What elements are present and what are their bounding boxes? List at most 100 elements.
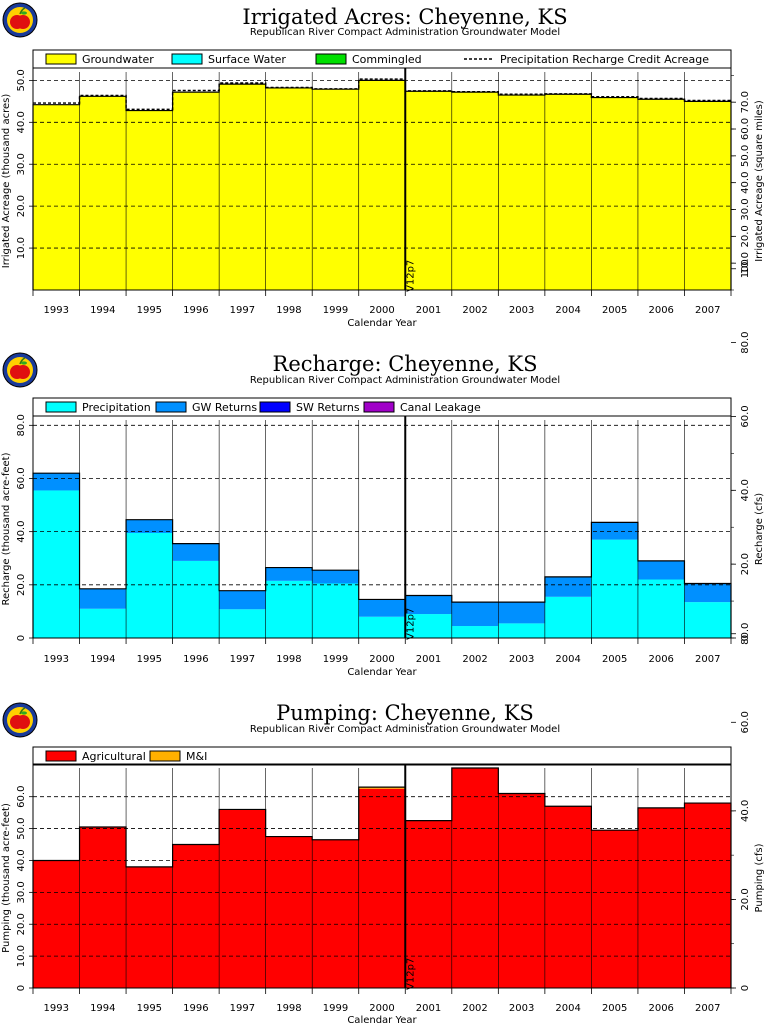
y-tick-label: 30.0 [16,153,27,175]
legend-label: Precipitation [82,401,151,414]
apple-right [16,365,30,379]
apple-leaf [21,711,27,715]
x-tick-label: 2002 [462,1003,487,1014]
x-tick-label: 2003 [509,1003,534,1014]
bar-groundwater [33,104,80,290]
x-tick-label: 1997 [230,1003,255,1014]
y2-tick-label: 20.0 [740,553,751,575]
x-tick-label: 1996 [183,305,208,316]
x-tick-label: 2004 [555,1003,580,1014]
x-tick-label: 1994 [90,654,115,665]
x-tick-label: 2003 [509,305,534,316]
bar-groundwater [637,99,685,290]
x-tick-label: 2001 [416,305,441,316]
bar-precipitation [33,490,80,638]
bar-agricultural [126,866,173,988]
x-tick-label: 2006 [648,654,673,665]
bar-groundwater [358,80,406,290]
y-tick-label: 20.0 [16,574,27,596]
legend-label: Commingled [352,53,422,66]
version-marker-label: V12p7 [405,608,416,640]
bar-groundwater [265,87,313,290]
bar-precipitation [591,539,638,638]
y2-tick-label: 0 [740,635,751,641]
y2-tick-label: 20.0 [740,225,751,247]
legend-swatch [363,401,395,413]
bar-groundwater [219,84,266,291]
y2-tick-label: 70.0 [740,91,751,113]
bar-gw-returns [33,473,80,491]
x-tick-label: 2002 [462,305,487,316]
apple-stem [19,7,26,15]
bar-agricultural [498,793,545,988]
bar-m-i [358,787,406,789]
bar-gw-returns [265,567,313,581]
x-tick-label: 2007 [695,1003,720,1014]
bar-groundwater [312,89,359,290]
y-tick-label: 20.0 [16,913,27,935]
bar-precipitation [684,602,731,638]
legend-swatch [149,750,181,762]
legend-label: M&I [186,750,207,763]
x-tick-label: 1999 [323,654,348,665]
x-tick-label: 2007 [695,305,720,316]
x-tick-label: 2000 [369,305,394,316]
bar-gw-returns [591,522,638,540]
bar-groundwater [405,91,452,291]
bar-agricultural [79,826,127,988]
x-tick-label: 1998 [276,654,301,665]
x-tick-label: 1999 [323,1003,348,1014]
y-tick-label: 10.0 [16,945,27,967]
chart-subtitle: Republican River Compact Administration … [250,27,560,38]
bar-agricultural [544,806,592,988]
y2-tick-label: 30.0 [740,198,751,220]
apple-stem [19,707,26,715]
version-marker-label: V12p7 [405,958,416,990]
y-tick-label: 40.0 [16,521,27,543]
chart-title: Pumping: Cheyenne, KS [276,701,534,725]
bar-precipitation [358,616,406,638]
bar-groundwater [498,95,545,290]
x-tick-label: 1996 [183,1003,208,1014]
bar-groundwater [79,96,127,290]
x-tick-label: 2001 [416,1003,441,1014]
legend-swatch [45,53,77,65]
total-outline [32,767,732,988]
x-tick-label: 1997 [230,654,255,665]
apple-leaf [21,361,27,365]
y-tick-label: 50.0 [16,69,27,91]
y2-tick-label: 80.0 [740,331,751,353]
bar-gw-returns [451,602,499,627]
y-tick-label: 0 [16,985,27,991]
legend-swatch [45,401,77,413]
legend-swatch [155,401,187,413]
bar-gw-returns [637,560,685,580]
bar-groundwater [684,101,731,290]
chart-title: Recharge: Cheyenne, KS [273,352,538,376]
x-tick-label: 1996 [183,654,208,665]
apple-right [16,715,30,729]
x-tick-label: 2004 [555,654,580,665]
y2-tick-label: 40.0 [740,800,751,822]
legend-swatch [171,53,203,65]
x-tick-label: 2006 [648,305,673,316]
bar-gw-returns [172,543,220,561]
x-axis-label: Calendar Year [347,667,417,678]
y2-tick-label: 60.0 [740,405,751,427]
y2-tick-label: 0 [740,985,751,991]
bar-gw-returns [684,583,731,603]
x-tick-label: 2002 [462,654,487,665]
y-tick-label: 40.0 [16,111,27,133]
x-tick-label: 1999 [323,305,348,316]
y2-tick-label: 40.0 [740,479,751,501]
plot-frame [32,763,732,989]
bar-gw-returns [358,599,406,617]
y2-tick-label: 40.0 [740,172,751,194]
y-tick-label: 60.0 [16,786,27,808]
bar-groundwater [126,110,173,290]
y2-tick-label: 100 [740,259,751,278]
x-tick-label: 2001 [416,654,441,665]
bar-agricultural [684,803,731,988]
y-tick-label: 20.0 [16,195,27,217]
